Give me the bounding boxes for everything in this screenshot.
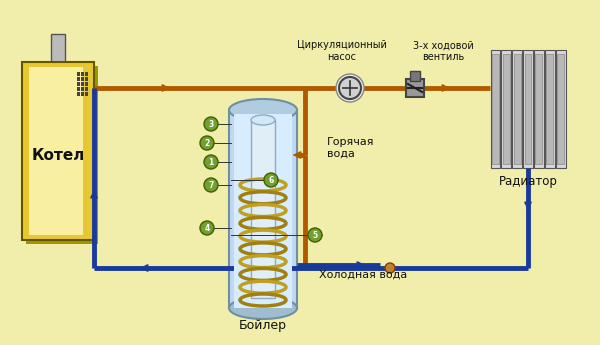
- Bar: [81, 87, 84, 91]
- Text: 7: 7: [208, 181, 214, 190]
- Bar: [514, 54, 521, 164]
- Bar: [29, 67, 83, 235]
- Text: Горячая
вода: Горячая вода: [327, 137, 374, 159]
- Bar: [85, 77, 88, 81]
- Circle shape: [200, 221, 214, 235]
- Bar: [229, 110, 297, 308]
- Text: 4: 4: [205, 224, 209, 233]
- Bar: [410, 71, 420, 81]
- Text: 2: 2: [205, 139, 209, 148]
- Bar: [51, 34, 65, 64]
- Bar: [545, 50, 554, 168]
- Ellipse shape: [229, 99, 297, 121]
- Bar: [512, 50, 522, 168]
- Bar: [492, 54, 499, 164]
- Text: 3-х ходовой
вентиль: 3-х ходовой вентиль: [413, 40, 473, 62]
- Text: Циркуляционный
насос: Циркуляционный насос: [297, 40, 387, 62]
- Ellipse shape: [229, 297, 297, 319]
- Bar: [77, 77, 80, 81]
- Bar: [491, 50, 500, 168]
- Text: Радиатор: Радиатор: [499, 176, 557, 188]
- Circle shape: [204, 155, 218, 169]
- Text: Котел: Котел: [31, 148, 85, 164]
- Ellipse shape: [251, 115, 275, 125]
- Bar: [22, 62, 94, 240]
- Bar: [77, 72, 80, 76]
- Bar: [502, 50, 511, 168]
- Text: Холодная вода: Холодная вода: [319, 270, 407, 280]
- Circle shape: [200, 136, 214, 150]
- Bar: [77, 82, 80, 86]
- Bar: [251, 120, 275, 298]
- Bar: [81, 72, 84, 76]
- Circle shape: [339, 77, 361, 99]
- Circle shape: [204, 178, 218, 192]
- Text: 3: 3: [208, 120, 214, 129]
- Bar: [81, 92, 84, 96]
- Bar: [524, 54, 532, 164]
- Text: 6: 6: [268, 176, 274, 185]
- Circle shape: [336, 74, 364, 102]
- Bar: [557, 54, 564, 164]
- Bar: [523, 50, 533, 168]
- Circle shape: [264, 173, 278, 187]
- Bar: [81, 82, 84, 86]
- Bar: [556, 50, 566, 168]
- Bar: [535, 54, 542, 164]
- Bar: [406, 79, 424, 97]
- Circle shape: [385, 263, 395, 273]
- Bar: [85, 72, 88, 76]
- Text: Бойлер: Бойлер: [239, 318, 287, 332]
- Bar: [81, 77, 84, 81]
- Bar: [503, 54, 510, 164]
- Bar: [77, 87, 80, 91]
- Bar: [534, 50, 544, 168]
- Bar: [85, 87, 88, 91]
- Bar: [234, 114, 292, 308]
- Bar: [85, 82, 88, 86]
- Text: 5: 5: [313, 231, 317, 240]
- Text: 1: 1: [208, 158, 214, 167]
- Bar: [77, 92, 80, 96]
- Bar: [26, 66, 98, 244]
- Circle shape: [308, 228, 322, 242]
- Bar: [546, 54, 553, 164]
- Bar: [85, 92, 88, 96]
- Circle shape: [204, 117, 218, 131]
